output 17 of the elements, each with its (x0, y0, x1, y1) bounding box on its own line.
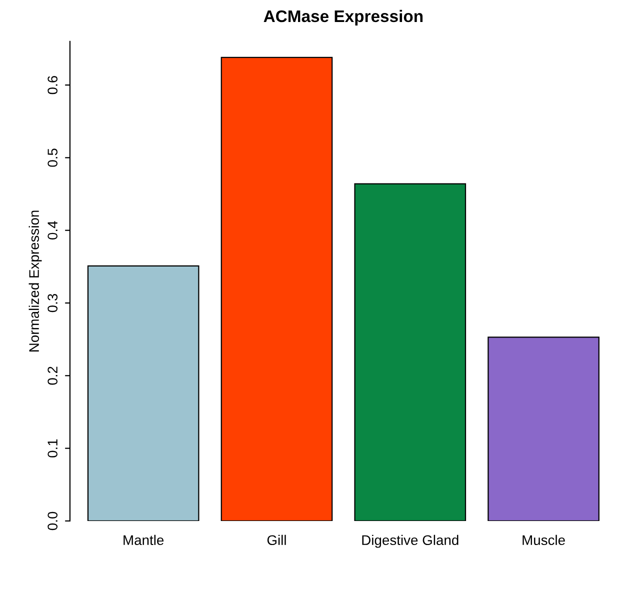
y-tick-label: 0.4 (48, 221, 58, 240)
y-tick-label: 0.2 (48, 366, 58, 385)
x-tick-label: Mantle (124, 534, 164, 546)
x-tick-label: Muscle (522, 534, 565, 546)
bar (87, 265, 200, 521)
x-tick-label: Gill (267, 534, 286, 546)
bar (354, 183, 466, 521)
y-tick-label: 0.3 (48, 294, 58, 312)
y-tick-label: 0.0 (48, 512, 58, 530)
x-tick-label: Digestive Gland (362, 534, 458, 548)
y-tick-label: 0.5 (48, 148, 58, 167)
y-tick-label: 0.1 (48, 439, 58, 458)
y-axis-title: Normalized Expression (28, 210, 42, 352)
bar (488, 336, 600, 521)
bar (220, 56, 333, 521)
y-tick-label: 0.6 (48, 76, 58, 94)
chart-title: ACMase Expression (264, 10, 423, 26)
